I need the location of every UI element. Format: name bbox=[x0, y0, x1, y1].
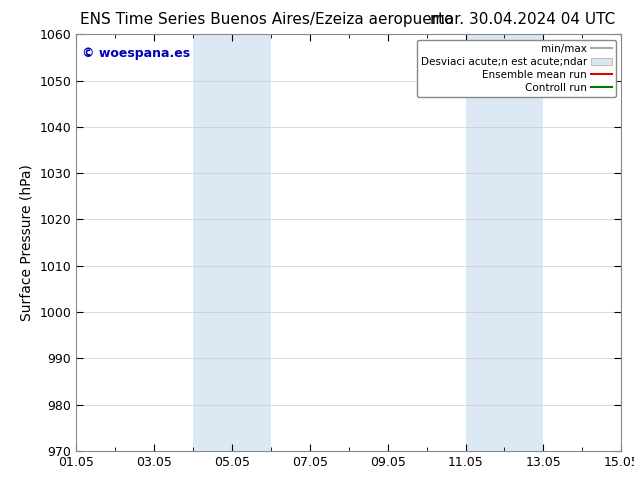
Bar bbox=[193, 34, 271, 451]
Bar bbox=[465, 34, 543, 451]
Text: mar. 30.04.2024 04 UTC: mar. 30.04.2024 04 UTC bbox=[430, 12, 615, 27]
Y-axis label: Surface Pressure (hPa): Surface Pressure (hPa) bbox=[20, 164, 34, 321]
Legend: min/max, Desviaci acute;n est acute;ndar, Ensemble mean run, Controll run: min/max, Desviaci acute;n est acute;ndar… bbox=[417, 40, 616, 97]
Text: © woespana.es: © woespana.es bbox=[82, 47, 190, 60]
Text: ENS Time Series Buenos Aires/Ezeiza aeropuerto: ENS Time Series Buenos Aires/Ezeiza aero… bbox=[79, 12, 453, 27]
